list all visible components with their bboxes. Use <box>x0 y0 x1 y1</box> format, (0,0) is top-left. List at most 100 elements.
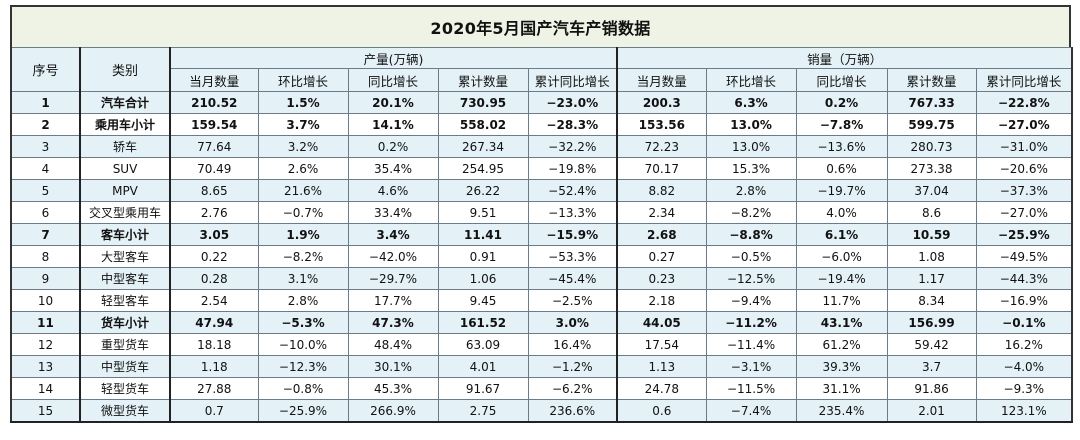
production-cell: 3.2% <box>257 135 349 158</box>
production-cell: −2.5% <box>527 289 618 312</box>
header-sales-col-1: 当月数量 <box>616 68 707 92</box>
sales-cell: −31.0% <box>975 135 1073 158</box>
sales-cell: 91.86 <box>886 377 977 400</box>
production-cell: 0.2% <box>347 135 439 158</box>
production-cell: −23.0% <box>527 91 618 114</box>
sales-cell: −37.3% <box>975 179 1073 202</box>
header-production-col-2: 环比增长 <box>257 68 349 92</box>
header-production-col-1: 当月数量 <box>169 68 259 92</box>
sales-cell: 0.6 <box>616 399 707 423</box>
sales-cell: 8.34 <box>886 289 977 312</box>
row-category-cell: 中型货车 <box>79 355 171 378</box>
row-index-cell: 1 <box>10 91 81 114</box>
sales-cell: 31.1% <box>795 377 888 400</box>
production-cell: 267.34 <box>437 135 529 158</box>
production-cell: 3.4% <box>347 223 439 246</box>
row-category-cell: 客车小计 <box>79 223 171 246</box>
production-cell: 4.6% <box>347 179 439 202</box>
table-row: 12 重型货车 18.18 −10.0% 48.4% 63.09 16.4% 17.54 −11… <box>10 333 1073 356</box>
production-cell: 558.02 <box>437 113 529 136</box>
sales-cell: 10.59 <box>886 223 977 246</box>
table-row: 4 SUV 70.49 2.6% 35.4% 254.95 −19.8% 70.17 15.3%… <box>10 157 1073 180</box>
sales-cell: −7.8% <box>795 113 888 136</box>
sales-cell: 17.54 <box>616 333 707 356</box>
sales-cell: −49.5% <box>975 245 1073 268</box>
sales-cell: −0.1% <box>975 311 1073 334</box>
row-category-cell: 微型货车 <box>79 399 171 423</box>
production-cell: 63.09 <box>437 333 529 356</box>
data-table-panel: 2020年5月国产汽车产销数据 序号 类别 产量(万辆) 销量（万辆） 当月数量… <box>10 5 1074 440</box>
production-cell: −15.9% <box>527 223 618 246</box>
header-production-col-3: 同比增长 <box>347 68 439 92</box>
sales-cell: 70.17 <box>616 157 707 180</box>
table-row: 10 轻型客车 2.54 2.8% 17.7% 9.45 −2.5% 2.18 −9.4% 11.… <box>10 289 1073 312</box>
production-cell: −29.7% <box>347 267 439 290</box>
sales-cell: 11.7% <box>795 289 888 312</box>
table-row: 9 中型客车 0.28 3.1% −29.7% 1.06 −45.4% 0.23 −12.5% −… <box>10 267 1073 290</box>
production-cell: 730.95 <box>437 91 529 114</box>
sales-cell: −8.2% <box>705 201 797 224</box>
row-category-cell: MPV <box>79 179 171 202</box>
sales-cell: −3.1% <box>705 355 797 378</box>
production-cell: 1.18 <box>169 355 259 378</box>
production-cell: −6.2% <box>527 377 618 400</box>
row-category-cell: 汽车合计 <box>79 91 171 114</box>
production-cell: 161.52 <box>437 311 529 334</box>
production-cell: 2.76 <box>169 201 259 224</box>
production-cell: −52.4% <box>527 179 618 202</box>
row-index-cell: 13 <box>10 355 81 378</box>
sales-cell: 61.2% <box>795 333 888 356</box>
production-cell: 236.6% <box>527 399 618 423</box>
production-cell: 2.75 <box>437 399 529 423</box>
sales-cell: 15.3% <box>705 157 797 180</box>
production-cell: 70.49 <box>169 157 259 180</box>
row-index-cell: 15 <box>10 399 81 423</box>
production-cell: 254.95 <box>437 157 529 180</box>
sales-cell: 0.23 <box>616 267 707 290</box>
production-cell: 33.4% <box>347 201 439 224</box>
sales-cell: 13.0% <box>705 113 797 136</box>
row-category-cell: 交叉型乘用车 <box>79 201 171 224</box>
production-cell: 21.6% <box>257 179 349 202</box>
production-cell: −13.3% <box>527 201 618 224</box>
row-category-cell: 轿车 <box>79 135 171 158</box>
production-cell: 0.22 <box>169 245 259 268</box>
row-index-cell: 2 <box>10 113 81 136</box>
production-cell: 1.9% <box>257 223 349 246</box>
production-cell: 3.1% <box>257 267 349 290</box>
table-row: 7 客车小计 3.05 1.9% 3.4% 11.41 −15.9% 2.68 −8.8% 6.1… <box>10 223 1073 246</box>
production-cell: 14.1% <box>347 113 439 136</box>
production-cell: 4.01 <box>437 355 529 378</box>
row-index-cell: 3 <box>10 135 81 158</box>
table-row: 5 MPV 8.65 21.6% 4.6% 26.22 −52.4% 8.82 2.8% −19.… <box>10 179 1073 202</box>
sales-cell: −27.0% <box>975 201 1073 224</box>
sales-cell: −11.5% <box>705 377 797 400</box>
production-cell: 159.54 <box>169 113 259 136</box>
sales-cell: 0.2% <box>795 91 888 114</box>
sales-cell: 37.04 <box>886 179 977 202</box>
production-cell: 26.22 <box>437 179 529 202</box>
row-index-cell: 14 <box>10 377 81 400</box>
sales-cell: 8.82 <box>616 179 707 202</box>
production-cell: −1.2% <box>527 355 618 378</box>
production-cell: 0.91 <box>437 245 529 268</box>
sales-cell: −11.4% <box>705 333 797 356</box>
production-cell: 47.3% <box>347 311 439 334</box>
production-cell: 91.67 <box>437 377 529 400</box>
production-cell: 9.51 <box>437 201 529 224</box>
production-cell: 18.18 <box>169 333 259 356</box>
sales-cell: −7.4% <box>705 399 797 423</box>
sales-cell: 1.08 <box>886 245 977 268</box>
sales-cell: −12.5% <box>705 267 797 290</box>
production-cell: 17.7% <box>347 289 439 312</box>
row-category-cell: 重型货车 <box>79 333 171 356</box>
sales-cell: −11.2% <box>705 311 797 334</box>
production-cell: 45.3% <box>347 377 439 400</box>
sales-cell: 6.1% <box>795 223 888 246</box>
production-cell: 11.41 <box>437 223 529 246</box>
sales-cell: −19.7% <box>795 179 888 202</box>
sales-cell: 16.2% <box>975 333 1073 356</box>
production-cell: 48.4% <box>347 333 439 356</box>
sales-cell: −20.6% <box>975 157 1073 180</box>
production-cell: 0.7 <box>169 399 259 423</box>
